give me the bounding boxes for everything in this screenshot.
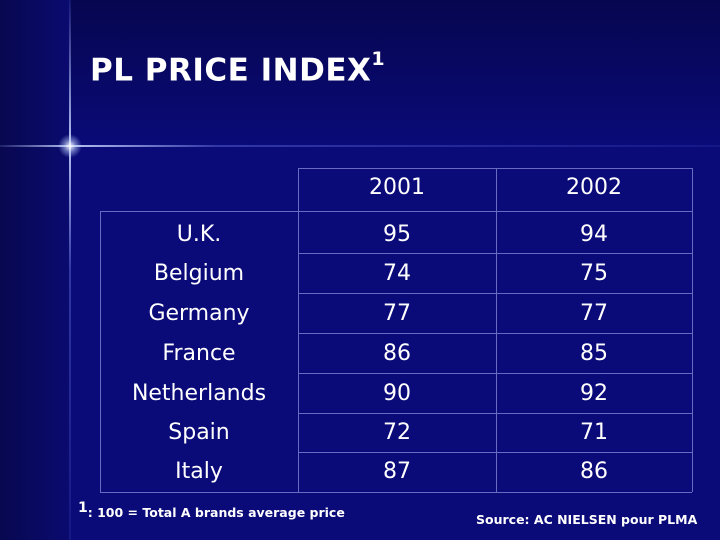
grid-line-right bbox=[692, 168, 693, 492]
grid-line-col2 bbox=[496, 168, 497, 492]
light-flare-glow bbox=[58, 134, 82, 158]
grid-line-top bbox=[298, 168, 692, 169]
grid-line-row bbox=[298, 333, 692, 334]
value-cell-2001: 72 bbox=[383, 420, 411, 445]
grid-line-header bbox=[100, 211, 692, 212]
value-cell-2002: 92 bbox=[580, 381, 608, 406]
value-cell-2001: 95 bbox=[383, 222, 411, 247]
background-top-band bbox=[0, 0, 720, 145]
value-cell-2001: 86 bbox=[383, 341, 411, 366]
value-cell-2002: 71 bbox=[580, 420, 608, 445]
background-left-band bbox=[0, 0, 70, 540]
grid-line-row bbox=[298, 413, 692, 414]
grid-line-bottom bbox=[100, 492, 692, 493]
country-cell: Belgium bbox=[153, 261, 245, 286]
light-flare-vertical bbox=[69, 0, 71, 540]
grid-line-col1 bbox=[298, 168, 299, 492]
country-cell: Italy bbox=[175, 459, 223, 484]
footnote-mark: 1 bbox=[78, 500, 88, 516]
column-header-2002: 2002 bbox=[566, 175, 622, 200]
column-header-2001: 2001 bbox=[369, 175, 425, 200]
source-credit: Source: AC NIELSEN pour PLMA bbox=[476, 512, 698, 527]
grid-line-left bbox=[100, 211, 101, 492]
slide-title: PL PRICE INDEX1 bbox=[90, 48, 385, 89]
value-cell-2001: 87 bbox=[383, 459, 411, 484]
value-cell-2001: 77 bbox=[383, 301, 411, 326]
value-cell-2002: 86 bbox=[580, 459, 608, 484]
country-cell: Spain bbox=[168, 420, 230, 445]
light-flare-horizontal bbox=[0, 145, 720, 147]
country-cell: Germany bbox=[148, 301, 250, 326]
grid-line-row bbox=[298, 373, 692, 374]
value-cell-2001: 74 bbox=[383, 261, 411, 286]
country-cell: U.K. bbox=[176, 222, 222, 247]
value-cell-2001: 90 bbox=[383, 381, 411, 406]
grid-line-row bbox=[298, 452, 692, 453]
grid-line-row bbox=[298, 293, 692, 294]
value-cell-2002: 77 bbox=[580, 301, 608, 326]
title-superscript: 1 bbox=[371, 48, 386, 70]
country-cell: France bbox=[162, 341, 236, 366]
footnote: 1: 100 = Total A brands average price bbox=[78, 500, 345, 520]
value-cell-2002: 85 bbox=[580, 341, 608, 366]
value-cell-2002: 94 bbox=[580, 222, 608, 247]
footnote-text: : 100 = Total A brands average price bbox=[87, 505, 345, 521]
value-cell-2002: 75 bbox=[580, 261, 608, 286]
slide-title-text: PL PRICE INDEX bbox=[90, 52, 372, 89]
country-cell: Netherlands bbox=[131, 381, 267, 406]
grid-line-row bbox=[298, 253, 692, 254]
